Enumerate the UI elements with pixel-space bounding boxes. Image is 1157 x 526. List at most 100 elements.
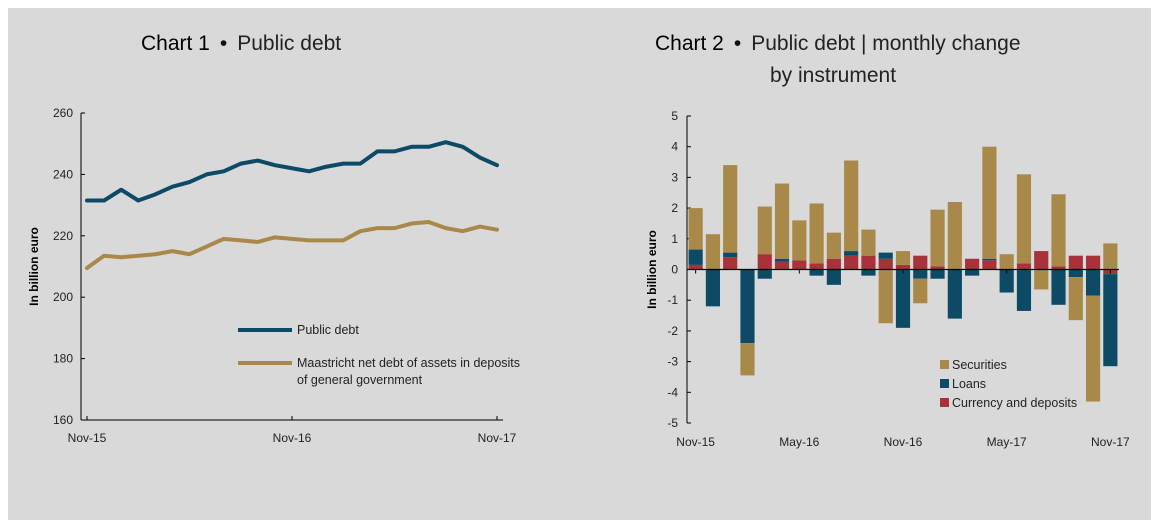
loans-bar [740,269,755,344]
chart2-y-tick-label: -4 [667,385,678,399]
loans-bar [999,269,1014,293]
currency-deposits-bar [861,255,876,270]
chart2-x-tick-label: May-17 [987,435,1027,449]
securities-bar [792,220,807,261]
chart-panel: Chart 1 • Public debt Chart 2 • Public debt … [8,8,1151,520]
securities-bar [844,160,859,252]
currency-deposits-bar [895,264,911,270]
securities-bar [930,209,945,267]
loans-bar [705,269,721,307]
currency-deposits-bar [982,260,997,270]
currency-deposits-bar [792,260,807,270]
securities-bar [1085,295,1101,402]
loans-bar [930,269,945,279]
chart2-x-tick-label: May-16 [779,435,819,449]
currency-deposits-bar [1085,255,1101,270]
chart2-x-tick-label: Nov-15 [676,435,715,449]
securities-bar [1051,194,1066,267]
securities-bar [723,165,738,253]
loans-bar [1068,269,1083,278]
chart2-y-tick-label: 0 [671,263,678,277]
securities-bar [757,206,772,255]
currency-deposits-bar [826,258,841,270]
loans-bar [688,249,703,265]
loans-bar [982,258,997,261]
chart2-x-tick-label: Nov-17 [1091,435,1130,449]
loans-bar [844,251,859,256]
currency-deposits-bar [844,255,859,270]
securities-bar [1068,277,1083,321]
securities-bar [947,201,962,270]
currency-deposits-bar [688,264,703,270]
chart1-subtitle: Public debt [237,32,342,55]
chart2-y-tick-label: -1 [667,293,678,307]
securities-bar [913,278,928,304]
legend-currency-deposits-swatch [940,398,949,407]
loans-bar [826,269,841,285]
securities-bar [1016,174,1032,264]
chart1-heading: Chart 1 • Public debt [141,32,341,56]
chart2-heading: Chart 2 • Public debt | monthly change [655,32,1021,56]
chart1-x-tick-label: Nov-16 [273,431,312,445]
legend-currency-deposits-label: Currency and deposits [952,396,1077,410]
loans-bar [1016,269,1032,311]
chart1-y-axis-label: In billion euro [27,227,41,306]
chart2-y-tick-label: -2 [667,324,678,338]
loans-bar [1051,269,1066,305]
legend-maastricht-label-line2: of general government [297,373,423,387]
legend-securities-swatch [940,360,949,369]
legend-securities-label: Securities [952,358,1007,372]
chart1-y-tick-label: 240 [53,167,73,181]
securities-bar [878,269,893,324]
chart2-y-tick-label: -3 [667,355,678,369]
chart2-y-tick-label: -5 [667,416,678,430]
securities-bar [826,232,841,259]
maastricht-net-debt-series-line [85,219,499,271]
loans-bar [947,269,962,319]
securities-bar [809,203,824,264]
loans-bar [861,269,876,276]
chart2-bullet: • [733,32,742,55]
securities-bar [1034,269,1049,290]
loans-bar [878,252,893,259]
chart2-y-tick-label: 4 [671,140,678,154]
chart2-y-tick-label: 1 [671,232,678,246]
currency-deposits-bar [1051,266,1066,270]
chart2-heading-line2: by instrument [770,64,896,88]
securities-bar [861,229,876,256]
loans-bar [723,252,738,258]
currency-deposits-bar [878,258,893,270]
chart2-y-axis-label: In billion euro [645,230,659,309]
securities-bar [740,343,755,376]
chart2-x-tick-label: Nov-16 [884,435,923,449]
chart1-x-tick-label: Nov-15 [68,431,107,445]
legend-loans-label: Loans [952,377,986,391]
loans-bar [1103,274,1118,367]
chart2-subtitle: Public debt | monthly change [751,32,1021,55]
chart2-bar-chart: -5 -4 -3 -2 -1 0 1 2 3 4 5 In billion euro Nov-15 May… [645,109,1130,449]
chart1-y-tick-label: 220 [53,229,73,243]
securities-bar [999,254,1014,270]
legend-maastricht-label-line1: Maastricht net debt of assets in deposit… [297,356,520,370]
currency-deposits-bar [809,263,824,270]
loans-bar [809,269,824,276]
chart1-y-tick-label: 200 [53,290,73,304]
chart2-subtitle-line2: by instrument [770,64,897,87]
securities-bar [705,234,721,270]
currency-deposits-bar [1068,255,1083,270]
securities-bar [1103,243,1118,270]
currency-deposits-bar [723,257,738,270]
currency-deposits-bar [930,266,945,270]
loans-bar [774,258,790,262]
loans-bar [895,269,911,328]
chart1-y-tick-label: 160 [53,413,73,427]
chart1-y-tick-label: 180 [53,352,73,366]
currency-deposits-bar [1016,263,1032,270]
legend-public-debt-label: Public debt [297,323,359,337]
currency-deposits-bar [913,255,928,270]
legend-maastricht-label: Maastricht net debt of assets in deposit… [297,356,520,387]
securities-bar [982,146,997,259]
legend-loans-swatch [940,379,949,388]
chart1-x-tick-label: Nov-17 [478,431,517,445]
loans-bar [965,269,980,276]
